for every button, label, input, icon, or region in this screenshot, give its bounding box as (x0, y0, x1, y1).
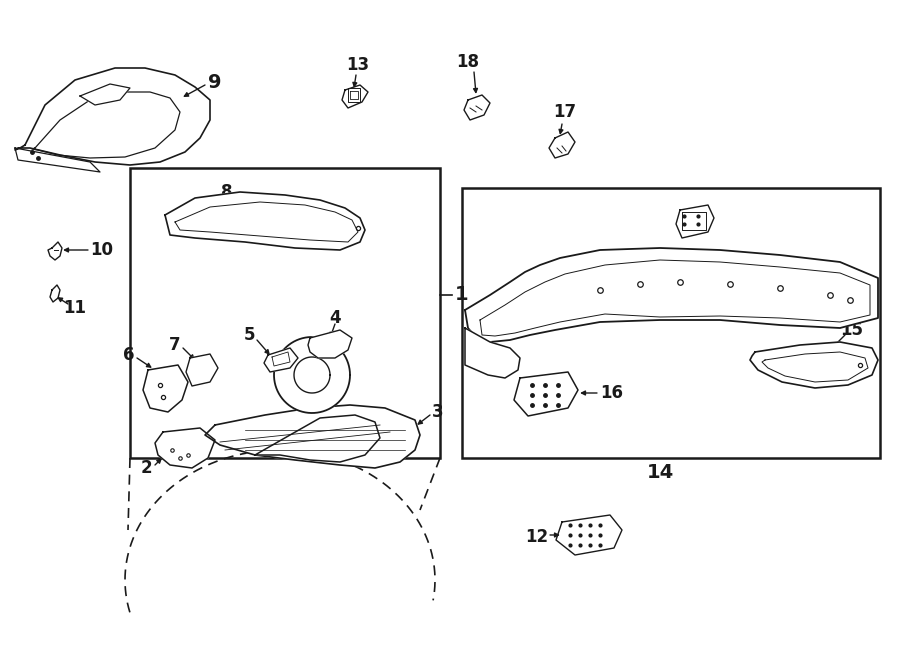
Text: 18: 18 (456, 53, 480, 71)
Polygon shape (556, 515, 622, 555)
Text: 16: 16 (600, 384, 623, 402)
Polygon shape (465, 248, 878, 342)
Polygon shape (342, 85, 368, 108)
Polygon shape (676, 205, 714, 238)
Text: 17: 17 (554, 103, 577, 121)
Polygon shape (308, 330, 352, 358)
Polygon shape (514, 372, 578, 416)
Text: 8: 8 (221, 183, 233, 201)
Polygon shape (50, 285, 60, 302)
Text: 4: 4 (329, 309, 341, 327)
Polygon shape (165, 192, 365, 250)
Text: 10: 10 (90, 241, 113, 259)
Polygon shape (80, 84, 130, 105)
Polygon shape (143, 365, 188, 412)
Bar (462, 188, 880, 458)
Polygon shape (205, 405, 420, 468)
Polygon shape (15, 68, 210, 165)
Text: 14: 14 (646, 463, 673, 481)
Text: 9: 9 (208, 73, 221, 91)
Polygon shape (274, 337, 350, 413)
Polygon shape (750, 342, 878, 388)
Polygon shape (465, 328, 520, 378)
Polygon shape (155, 428, 215, 468)
Text: 2: 2 (140, 459, 152, 477)
Polygon shape (549, 132, 575, 158)
Polygon shape (48, 242, 62, 260)
Bar (130, 168, 440, 458)
Text: 11: 11 (64, 299, 86, 317)
Text: 13: 13 (346, 56, 370, 74)
Text: 1: 1 (455, 286, 469, 305)
Polygon shape (186, 354, 218, 386)
Polygon shape (255, 415, 380, 462)
Polygon shape (264, 348, 298, 372)
Text: 7: 7 (168, 336, 180, 354)
Text: 12: 12 (525, 528, 548, 546)
Polygon shape (464, 95, 490, 120)
Text: 6: 6 (123, 346, 135, 364)
Text: 3: 3 (432, 403, 444, 421)
Text: 15: 15 (840, 321, 863, 339)
Text: 5: 5 (244, 326, 255, 344)
